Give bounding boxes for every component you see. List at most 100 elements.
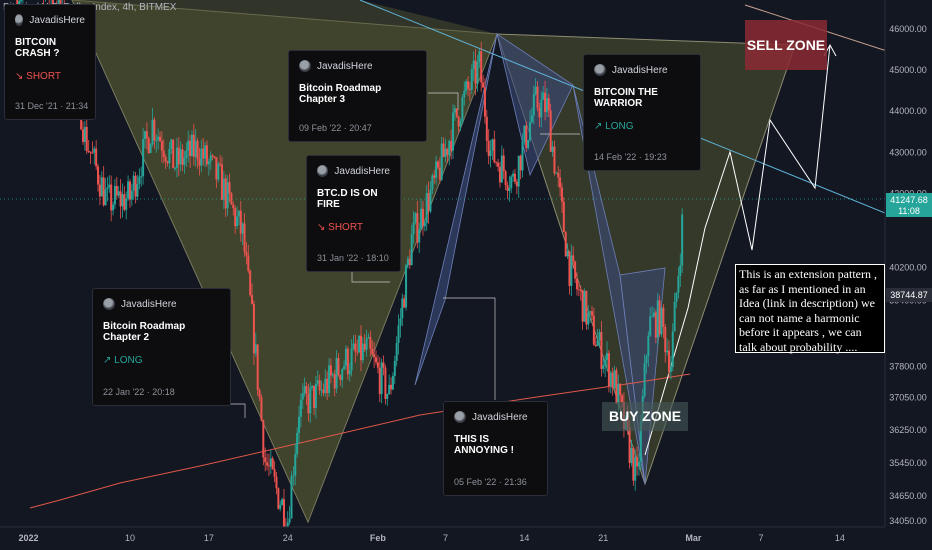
candle-body [639,421,642,462]
candle-body [189,140,192,157]
price-tick-label: 37050.00 [889,392,927,402]
candle-body [213,156,216,158]
candle-body [177,147,180,165]
candle-body [174,167,177,169]
candle-body [421,208,424,227]
candle-body [604,359,607,366]
candle-body [536,86,539,108]
candle-body [553,146,556,174]
candle-body [102,177,105,206]
candle-body [294,453,297,476]
candle-body [333,374,336,389]
candle-body [510,176,513,188]
candle-body [457,116,460,127]
candle-body [335,358,338,389]
candle-body [568,251,571,286]
candle-body [175,147,178,168]
candle-body [401,298,404,319]
candle-body [160,141,163,151]
idea-card[interactable]: JavadisHere Bitcoin Roadmap Chapter 3 09… [288,50,427,142]
candle-body [483,87,486,117]
candle-body [143,131,146,140]
time-axis[interactable]: 2022 10 17 24 Feb 7 14 21 Mar 7 14 [19,533,845,543]
countdown-label: 11:08 [898,206,920,216]
candle-body [440,143,443,180]
candle-body [427,193,430,212]
price-tick-label: 37800.00 [889,361,927,371]
candle-body [658,300,661,335]
candle-body [112,204,115,211]
idea-card[interactable]: JavadisHere BITCOIN THE WARRIOR ↗ LONG 1… [583,54,701,171]
candle-body [406,258,409,266]
candle-body [314,383,317,408]
candle-body [305,386,308,395]
candle-body [621,395,624,402]
candle-body [93,148,96,153]
idea-card[interactable]: JavadisHere BITCOIN CRASH ? ↘ SHORT 31 D… [4,4,96,120]
candle-body [237,210,240,217]
candle-body [324,378,327,394]
candle-body [251,295,254,304]
candle-body [172,139,175,169]
candle-body [359,335,362,361]
candle-body [463,90,466,98]
candle-body [459,121,462,127]
price-tick-label: 36250.00 [889,425,927,435]
candle-body [564,232,567,257]
candle-body [681,214,684,266]
candle-body [530,115,533,123]
candle-body [318,380,321,391]
candle-body [145,131,148,139]
candle-body [375,357,378,363]
candle-body [367,337,370,339]
candles [16,0,684,541]
candle-body [671,331,674,368]
candle-body [376,362,379,368]
candle-body [442,143,445,157]
candle-body [470,69,473,90]
idea-card[interactable]: JavadisHere BTC.D IS ON FIRE ↘ SHORT 31 … [306,155,401,272]
idea-title: Bitcoin Roadmap Chapter 3 [299,83,382,105]
candle-body [20,0,23,2]
candle-body [207,161,210,165]
time-axis-bg [0,527,932,550]
candle-body [399,318,402,326]
time-tick-label: Feb [370,533,387,543]
time-tick-label: 7 [759,533,764,543]
candle-body [260,397,263,421]
idea-card[interactable]: JavadisHere Bitcoin Roadmap Chapter 2 ↗ … [92,288,231,406]
candle-body [337,358,340,376]
candle-body [397,325,400,343]
idea-direction: ↗ LONG [594,121,634,132]
candle-body [299,399,302,417]
avatar [594,64,606,76]
current-price-badge: 41247.68 11:08 [886,193,932,217]
candle-body [356,351,359,353]
candle-body [491,139,494,151]
candle-body [594,344,597,347]
idea-direction: ↘ SHORT [317,222,363,233]
candle-body [329,365,332,376]
candle-body [378,367,381,395]
candle-body [95,148,98,167]
buy-zone-label: BUY ZONE [602,402,688,431]
candle-body [393,360,396,376]
candle-body [236,216,239,227]
time-tick-label: 7 [443,533,448,543]
candle-body [266,462,269,466]
candle-body [264,457,267,463]
candle-body [513,173,516,182]
candle-body [634,457,637,481]
idea-date: 31 Dec '21 · 21:34 [15,101,89,111]
candle-body [581,290,584,322]
candle-body [262,420,265,458]
candle-body [301,393,304,400]
candle-body [562,201,565,233]
candle-body [151,119,154,145]
candle-body [153,119,156,141]
idea-card[interactable]: JavadisHere THIS IS ANNOYING ! 05 Feb '2… [443,401,548,496]
idea-date: 31 Jan '22 · 18:10 [317,253,389,263]
time-tick-label: 14 [835,533,845,543]
candle-body [521,141,524,171]
candle-body [296,432,299,454]
